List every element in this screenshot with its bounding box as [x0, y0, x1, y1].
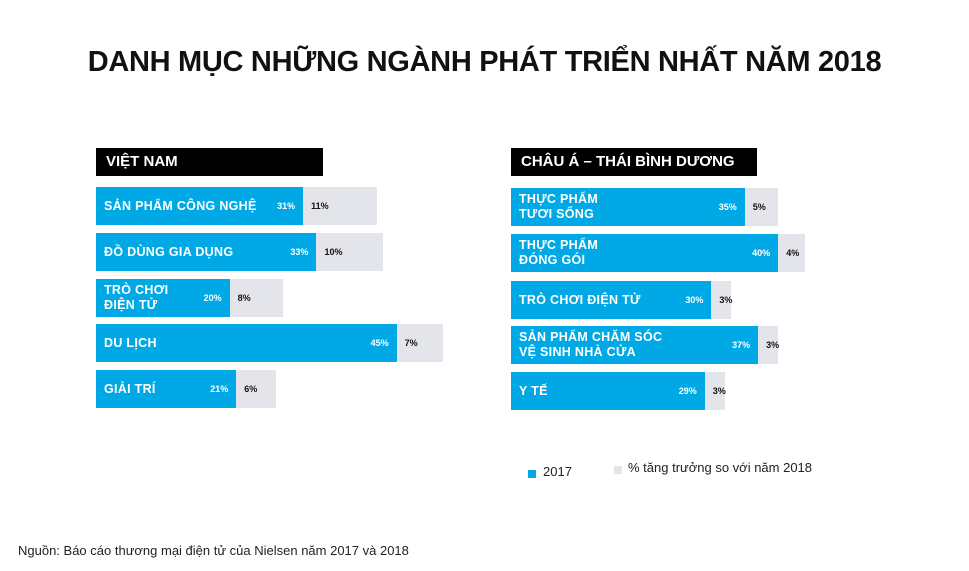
bar-growth — [778, 234, 805, 272]
value-label: 29% — [678, 386, 697, 396]
source-note: Nguồn: Báo cáo thương mại điện tử của Ni… — [18, 543, 409, 558]
bar-2017 — [511, 372, 705, 410]
category-label: THỰC PHẨM TƯƠI SỐNG — [519, 192, 599, 221]
bar-2017 — [511, 234, 779, 272]
legend-swatch — [528, 470, 536, 478]
value-label: 40% — [752, 248, 771, 258]
category-label: DU LỊCH — [104, 335, 157, 350]
category-label: GIẢI TRÍ — [104, 381, 156, 396]
legend-swatch — [614, 466, 622, 474]
bar-growth — [396, 324, 444, 362]
category-label: TRÒ CHƠI ĐIỆN TỬ — [519, 292, 641, 307]
bar-2017 — [511, 326, 759, 364]
value-label: 6% — [244, 384, 258, 394]
category-label: THỰC PHẨM ĐÓNG GÓI — [519, 238, 599, 267]
value-label: 3% — [719, 295, 733, 305]
value-label: 5% — [752, 202, 766, 212]
value-label: 10% — [324, 247, 343, 257]
value-label: 3% — [766, 340, 780, 350]
value-label: 8% — [237, 293, 251, 303]
bar-growth — [758, 326, 779, 364]
category-label: SẢN PHẨM CHĂM SÓC VỆ SINH NHÀ CỬA — [519, 330, 663, 359]
value-label: 31% — [277, 201, 296, 211]
bar-growth — [229, 279, 284, 317]
bar-2017 — [96, 233, 317, 271]
bar-2017 — [511, 188, 745, 226]
category-label: SẢN PHẨM CÔNG NGHỆ — [104, 198, 257, 213]
legend-label: % tăng trưởng so với năm 2018 — [628, 460, 813, 475]
value-label: 37% — [732, 340, 751, 350]
value-label: 20% — [203, 293, 222, 303]
bar-growth — [316, 233, 384, 271]
bar-2017 — [511, 281, 712, 319]
bar-growth — [236, 370, 277, 408]
value-label: 11% — [311, 201, 329, 211]
bar-2017 — [96, 324, 397, 362]
bar-growth — [711, 281, 732, 319]
bar-2017 — [96, 279, 230, 317]
value-label: 4% — [786, 248, 800, 258]
category-label: Y TẾ — [519, 383, 548, 398]
bar-growth — [303, 187, 377, 225]
panel-title: CHÂU Á – THÁI BÌNH DƯƠNG — [511, 148, 757, 176]
panel-title: VIỆT NAM — [96, 148, 323, 176]
value-label: 35% — [718, 202, 737, 212]
legend-label: 2017 — [543, 464, 572, 479]
category-label: ĐỒ DÙNG GIA DỤNG — [104, 244, 234, 259]
value-label: 21% — [210, 384, 229, 394]
value-label: 33% — [290, 247, 309, 257]
bar-growth — [744, 188, 779, 226]
value-label: 45% — [370, 338, 389, 348]
page-title: DANH MỤC NHỮNG NGÀNH PHÁT TRIỂN NHẤT NĂM… — [87, 46, 882, 78]
bar-growth — [704, 372, 725, 410]
value-label: 3% — [712, 386, 726, 396]
bar-2017 — [96, 370, 237, 408]
bar-2017 — [96, 187, 304, 225]
category-label: TRÒ CHƠI ĐIỆN TỬ — [104, 283, 169, 312]
value-label: 7% — [404, 338, 418, 348]
value-label: 30% — [685, 295, 704, 305]
